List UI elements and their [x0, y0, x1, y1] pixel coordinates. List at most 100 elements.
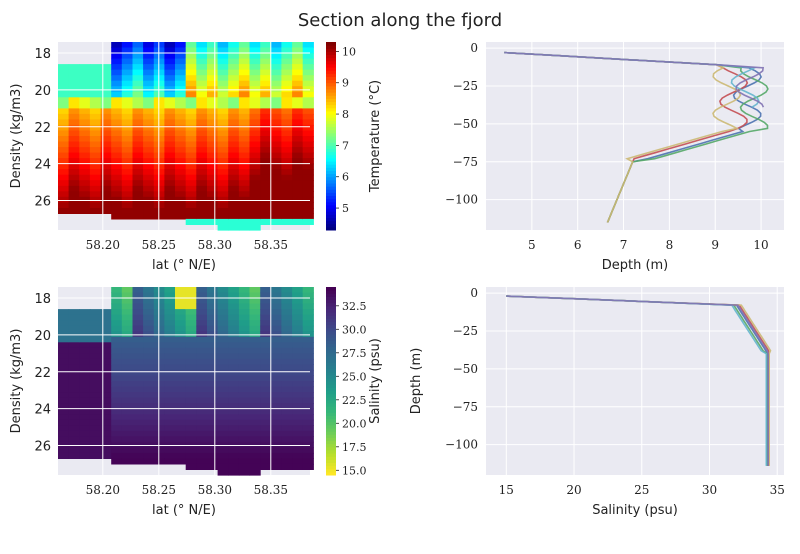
heatmap-cell [196, 430, 208, 437]
heatmap-cell [207, 169, 219, 176]
heatmap-cell [100, 331, 112, 338]
heatmap-cell [249, 147, 261, 154]
heatmap-cell [132, 430, 144, 437]
heatmap-cell [111, 152, 123, 159]
heatmap-cell [217, 196, 229, 203]
heatmap-cell [153, 108, 165, 115]
heatmap-cell [68, 163, 80, 170]
heatmap-cell [302, 397, 314, 404]
heatmap-cell [228, 325, 240, 332]
colorbar-segment [326, 223, 336, 228]
heatmap-cell [153, 64, 165, 71]
heatmap-cell [270, 292, 282, 299]
heatmap-cell [175, 292, 187, 299]
heatmap-cell [175, 392, 187, 399]
heatmap-cell [228, 130, 240, 137]
heatmap-cell [58, 185, 70, 192]
heatmap-cell [89, 375, 102, 382]
heatmap-cell [270, 364, 282, 371]
heatmap-cell [238, 452, 251, 459]
heatmap-cell [185, 136, 197, 143]
heatmap-cell [111, 452, 123, 459]
heatmap-cell [175, 141, 187, 148]
heatmap-cell [153, 47, 165, 54]
heatmap-cell [281, 102, 293, 109]
heatmap-cell [228, 441, 240, 448]
heatmap-cell [185, 42, 197, 49]
heatmap-cell [260, 353, 272, 360]
heatmap-cell [196, 218, 208, 225]
heatmap-cell [153, 436, 165, 443]
heatmap-cell [217, 303, 229, 310]
heatmap-cell [260, 185, 272, 192]
x-tick-label: 58.25 [142, 483, 176, 497]
heatmap-cell [249, 124, 261, 131]
colorbar-segment [326, 183, 336, 187]
heatmap-cell [121, 213, 133, 220]
heatmap-cell [68, 158, 80, 165]
heatmap-cell [238, 425, 251, 432]
heatmap-cell [185, 119, 197, 126]
heatmap-cell [132, 320, 144, 327]
heatmap-cell [207, 331, 219, 338]
heatmap-cell [132, 298, 144, 305]
heatmap-cell [164, 97, 176, 104]
heatmap-cell [111, 147, 123, 154]
heatmap-cell [175, 207, 187, 214]
heatmap-cell [292, 47, 304, 54]
heatmap-cell [58, 347, 70, 354]
heatmap-cell [196, 97, 208, 104]
colorbar-segment [326, 302, 336, 307]
heatmap-cell [68, 425, 80, 432]
heatmap-cell [196, 375, 208, 382]
heatmap-cell [292, 64, 304, 71]
heatmap-cell [100, 419, 112, 426]
heatmap-cell [292, 207, 304, 214]
heatmap-cell [185, 64, 197, 71]
heatmap-cell [238, 303, 251, 310]
heatmap-cell [207, 425, 219, 432]
heatmap-cell [217, 369, 229, 376]
heatmap-cell [260, 364, 272, 371]
heatmap-cell [207, 303, 219, 310]
heatmap-cell [249, 386, 261, 393]
heatmap-cell [164, 141, 176, 148]
heatmap-cell [121, 336, 133, 343]
heatmap-cell [185, 53, 197, 60]
heatmap-cell [302, 202, 314, 209]
heatmap-cell [143, 414, 155, 421]
heatmap-cell [249, 342, 261, 349]
heatmap-cell [68, 64, 80, 71]
colorbar-segment [326, 453, 336, 457]
heatmap-cell [175, 152, 187, 159]
colorbar-segment [326, 132, 336, 137]
heatmap-cell [292, 403, 304, 410]
x-tick-label: 58.25 [142, 238, 176, 252]
heatmap-cell [238, 287, 251, 294]
heatmap-cell [217, 425, 229, 432]
heatmap-cell [238, 353, 251, 360]
heatmap-cell [89, 452, 102, 459]
heatmap-cell [175, 213, 187, 220]
heatmap-cell [228, 447, 240, 454]
heatmap-cell [260, 119, 272, 126]
heatmap-cell [249, 75, 261, 82]
heatmap-cell [228, 218, 240, 225]
heatmap-cell [196, 353, 208, 360]
colorbar-segment [326, 434, 336, 438]
heatmap-cell [175, 331, 187, 338]
heatmap-cell [185, 463, 197, 470]
y-tick-label: −50 [453, 117, 478, 131]
heatmap-cell [238, 191, 251, 198]
heatmap-cell [238, 124, 251, 131]
heatmap-cell [143, 314, 155, 321]
heatmap-cell [270, 386, 282, 393]
heatmap-cell [100, 86, 112, 93]
heatmap-cell [111, 124, 123, 131]
colorbar-tick-label: 15.0 [342, 464, 367, 477]
heatmap-cell [89, 119, 102, 126]
heatmap-cell [260, 47, 272, 54]
heatmap-cell [111, 369, 123, 376]
heatmap-cell [249, 436, 261, 443]
heatmap-cell [68, 452, 80, 459]
